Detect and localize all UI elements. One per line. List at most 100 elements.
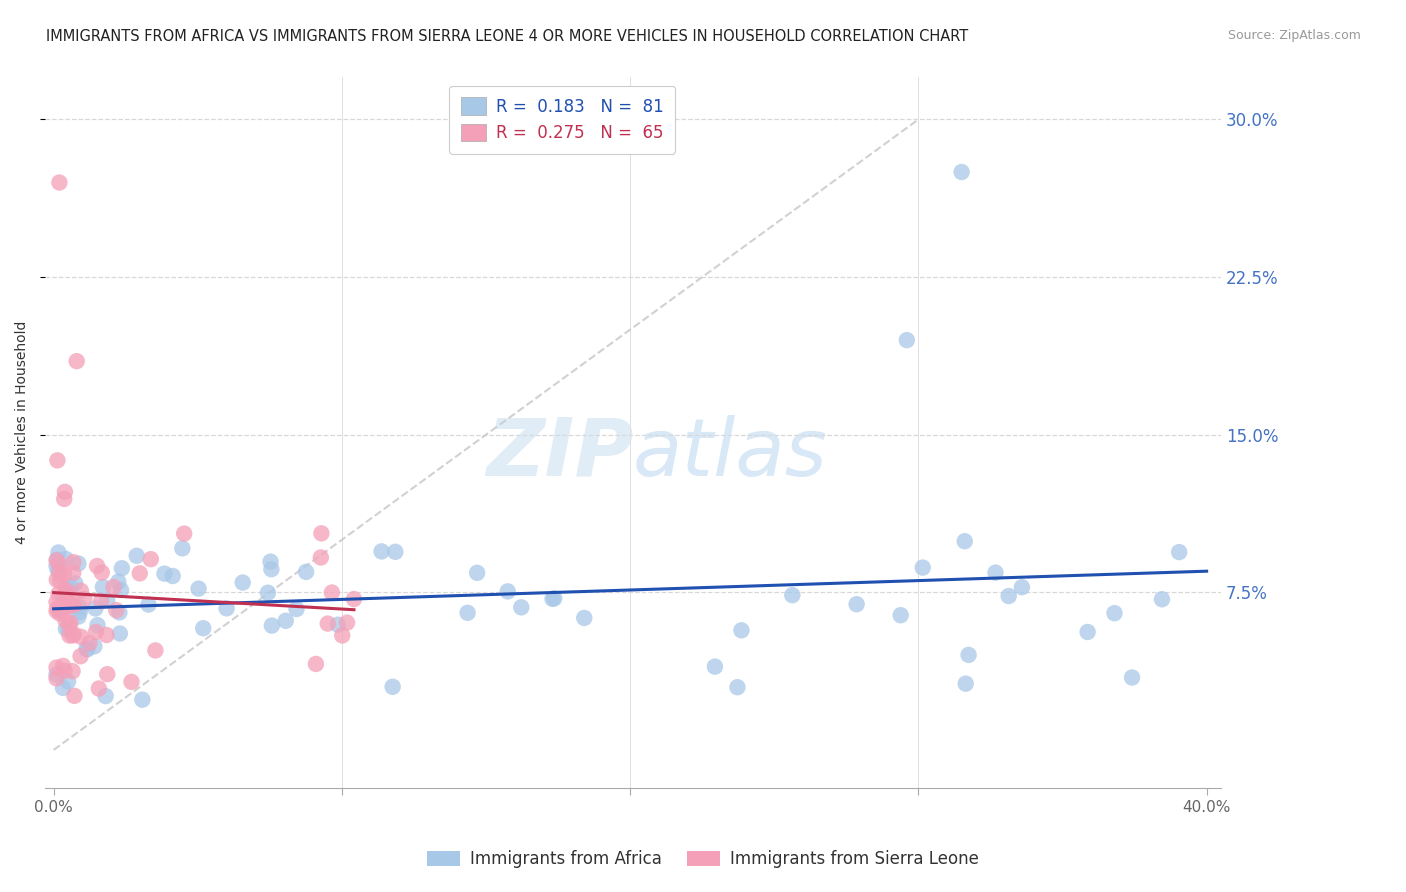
Point <box>96 593 118 607</box>
Point <box>79 636 101 650</box>
Point <box>48 557 70 571</box>
Point <box>69 649 91 664</box>
Point <box>890 608 912 623</box>
Point <box>510 600 533 615</box>
Point <box>541 591 564 606</box>
Point <box>59 599 82 613</box>
Point <box>87 681 110 696</box>
Point <box>58 623 80 637</box>
Point <box>782 588 804 602</box>
Point <box>53 591 76 605</box>
Point <box>49 574 72 588</box>
Point <box>56 589 79 603</box>
Point <box>45 573 67 587</box>
Point <box>86 559 108 574</box>
Point <box>45 660 67 674</box>
Point <box>309 550 332 565</box>
Point <box>53 664 76 678</box>
Point <box>46 564 69 578</box>
Point <box>955 676 977 690</box>
Point <box>457 606 479 620</box>
Point <box>370 544 392 558</box>
Point <box>1104 606 1126 620</box>
Point <box>45 604 67 618</box>
Point <box>69 600 91 615</box>
Point <box>259 555 281 569</box>
Point <box>94 689 117 703</box>
Point <box>316 616 339 631</box>
Point <box>321 585 343 599</box>
Point <box>173 526 195 541</box>
Point <box>957 648 980 662</box>
Point <box>45 667 67 681</box>
Point <box>336 615 359 630</box>
Point <box>62 566 84 580</box>
Point <box>295 565 318 579</box>
Point <box>311 526 333 541</box>
Point <box>45 671 67 685</box>
Point <box>63 689 86 703</box>
Y-axis label: 4 or more Vehicles in Household: 4 or more Vehicles in Household <box>15 321 30 544</box>
Point <box>193 621 215 635</box>
Point <box>62 664 84 678</box>
Point <box>730 624 752 638</box>
Point <box>105 603 128 617</box>
Point <box>96 667 118 681</box>
Point <box>232 575 254 590</box>
Point <box>63 598 86 612</box>
Point <box>62 555 84 569</box>
Point <box>69 605 91 619</box>
Text: IMMIGRANTS FROM AFRICA VS IMMIGRANTS FROM SIERRA LEONE 4 OR MORE VEHICLES IN HOU: IMMIGRANTS FROM AFRICA VS IMMIGRANTS FRO… <box>46 29 969 44</box>
Point <box>45 595 67 609</box>
Point <box>997 589 1019 603</box>
Point <box>110 582 132 597</box>
Point <box>45 553 67 567</box>
Point <box>76 642 98 657</box>
Point <box>86 618 108 632</box>
Point <box>84 625 107 640</box>
Point <box>46 552 69 566</box>
Point <box>58 596 80 610</box>
Point <box>950 165 973 179</box>
Point <box>984 566 1007 580</box>
Point <box>326 617 349 632</box>
Point <box>46 601 69 615</box>
Point <box>111 561 134 575</box>
Text: ZIP: ZIP <box>485 415 633 493</box>
Point <box>56 581 79 595</box>
Point <box>845 597 868 611</box>
Point <box>55 614 77 628</box>
Point <box>48 587 70 601</box>
Point <box>145 643 167 657</box>
Point <box>131 692 153 706</box>
Point <box>67 609 90 624</box>
Point <box>59 580 82 594</box>
Point <box>138 598 160 612</box>
Point <box>574 611 596 625</box>
Point <box>55 584 77 599</box>
Point <box>84 601 107 615</box>
Point <box>103 580 125 594</box>
Point <box>55 552 77 566</box>
Point <box>96 628 118 642</box>
Point <box>215 601 238 615</box>
Text: Source: ZipAtlas.com: Source: ZipAtlas.com <box>1227 29 1361 42</box>
Point <box>384 545 406 559</box>
Point <box>953 534 976 549</box>
Point <box>496 584 519 599</box>
Point <box>60 598 83 612</box>
Point <box>45 558 67 573</box>
Point <box>55 599 77 614</box>
Point <box>896 333 918 347</box>
Point <box>1168 545 1191 559</box>
Point <box>260 562 283 576</box>
Point <box>48 176 70 190</box>
Point <box>58 628 80 642</box>
Point <box>305 657 328 671</box>
Point <box>381 680 404 694</box>
Point <box>63 576 86 591</box>
Point <box>1011 580 1033 594</box>
Point <box>90 594 112 608</box>
Point <box>107 574 129 589</box>
Point <box>67 557 90 571</box>
